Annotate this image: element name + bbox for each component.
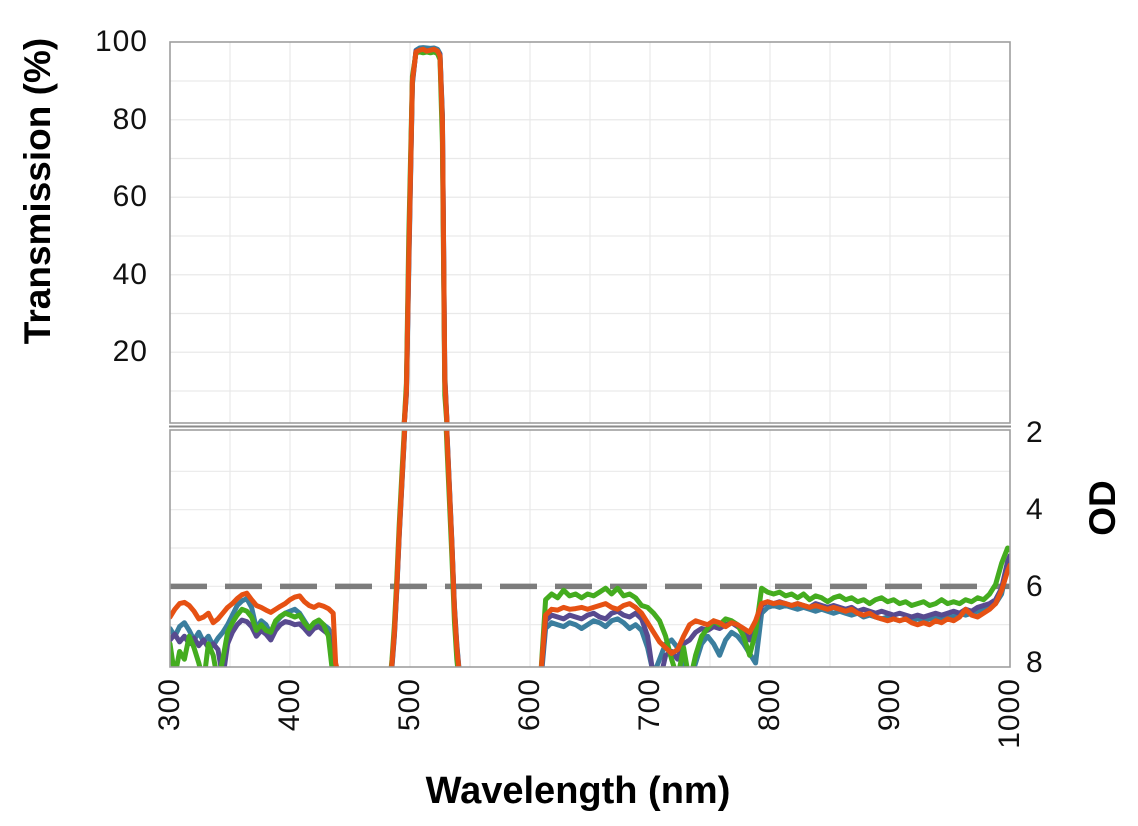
- x-tick-900: 900: [873, 678, 906, 732]
- x-tick-400: 400: [273, 678, 306, 732]
- series-green-od-curve: [170, 430, 1010, 667]
- od-tick-2: 2: [1026, 416, 1044, 449]
- x-axis-title: Wavelength (nm): [425, 770, 731, 812]
- bottom-panel-border: [169, 429, 1011, 668]
- gridlines: [170, 42, 1010, 667]
- od-tick-4: 4: [1026, 493, 1044, 526]
- x-tick-300: 300: [153, 678, 186, 732]
- transmission-tick-60: 60: [112, 180, 148, 213]
- od-tick-6: 6: [1026, 570, 1044, 603]
- series-purple-od-curve: [170, 430, 1010, 667]
- y-axis-title-od: OD: [1082, 480, 1123, 536]
- od-tick-8: 8: [1026, 646, 1044, 679]
- top-panel-border: [169, 41, 1011, 424]
- transmission-tick-80: 80: [112, 103, 148, 136]
- transmission-tick-40: 40: [112, 258, 148, 291]
- x-tick-1000: 1000: [993, 678, 1026, 749]
- series-orange-od-curve: [170, 430, 1010, 667]
- y-axis-title-transmission: Transmission (%): [17, 37, 58, 345]
- transmission-tick-100: 100: [94, 25, 148, 58]
- transmission-tick-20: 20: [112, 335, 148, 368]
